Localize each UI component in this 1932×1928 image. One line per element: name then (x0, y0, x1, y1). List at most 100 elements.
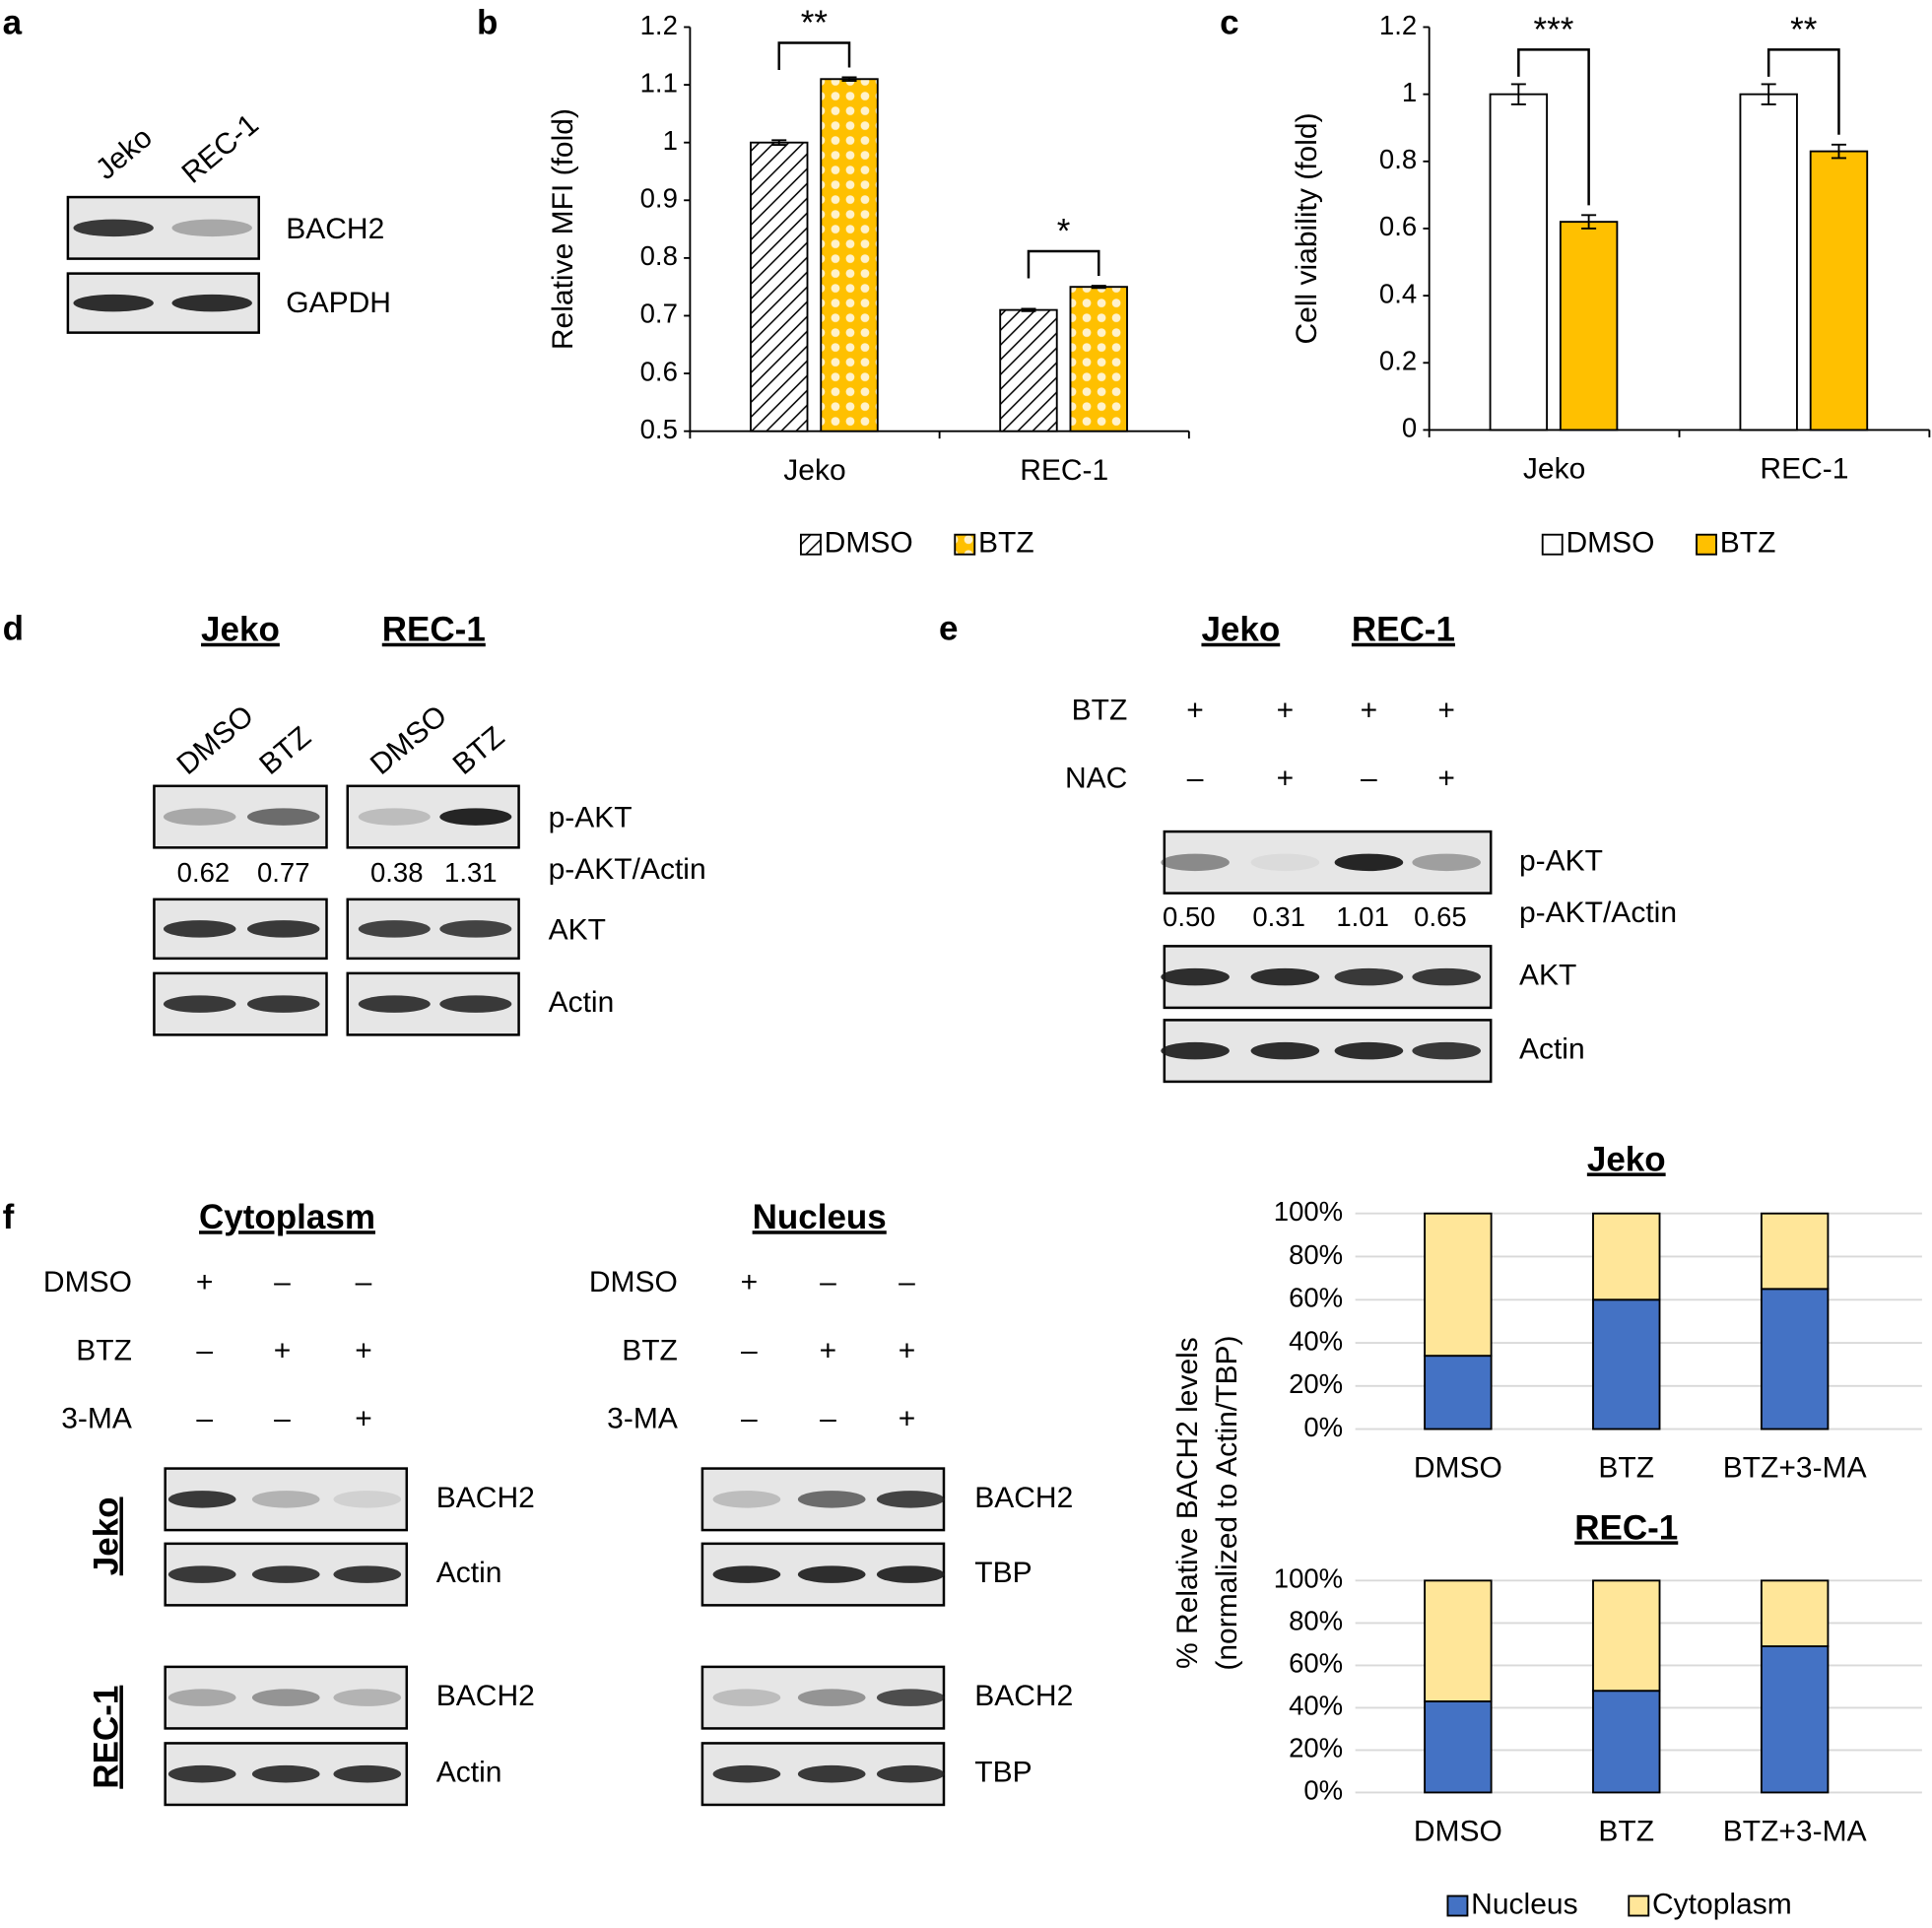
band (246, 995, 320, 1013)
error-bar (1091, 285, 1106, 290)
group-label: Jeko (201, 611, 280, 649)
y-tick-label: 100% (1274, 1563, 1343, 1594)
error-bar (1021, 307, 1036, 312)
treatment-label: 3-MA (61, 1403, 132, 1435)
significance-bracket (777, 41, 851, 70)
panel-label: a (3, 3, 23, 41)
bar-segment (1424, 1212, 1493, 1358)
band-label: BACH2 (436, 1680, 535, 1712)
band (1412, 967, 1481, 986)
band (251, 1689, 320, 1706)
x-tick-label: BTZ+3-MA (1723, 1816, 1867, 1848)
bar-segment (1592, 1298, 1661, 1430)
treatment-mark: + (355, 1334, 372, 1366)
bar-segment (1424, 1579, 1493, 1702)
treatment-mark: – (274, 1266, 291, 1298)
bar (999, 308, 1058, 432)
lane-label: BTZ (447, 720, 511, 781)
band (246, 920, 320, 938)
band (439, 920, 512, 938)
treatment-mark: – (196, 1403, 213, 1435)
group-label: Jeko (1201, 611, 1280, 649)
panel-label: b (477, 3, 498, 41)
treatment-mark: – (741, 1334, 758, 1366)
y-tick-label: 0.4 (1379, 278, 1417, 308)
band (1250, 1041, 1320, 1060)
band-label: BACH2 (436, 1482, 535, 1514)
treatment-mark: + (274, 1334, 292, 1366)
band (1412, 1041, 1481, 1060)
band (1412, 853, 1481, 872)
band (1334, 853, 1404, 872)
y-tick-label: 100% (1274, 1196, 1343, 1227)
y-tick-label: 40% (1289, 1691, 1343, 1721)
band (73, 294, 154, 312)
band-label: TBP (974, 1757, 1032, 1789)
band (797, 1565, 866, 1583)
bar (820, 78, 879, 432)
band (73, 219, 154, 237)
bar-segment (1592, 1579, 1661, 1693)
ratio: 0.50 (1163, 901, 1216, 932)
legend-swatch (799, 533, 822, 556)
band (167, 1565, 236, 1583)
band-label: AKT (1519, 960, 1576, 992)
treatment-mark: – (196, 1334, 213, 1366)
band (1161, 853, 1230, 872)
band-label: Actin (436, 1757, 502, 1789)
bar-segment (1760, 1212, 1830, 1291)
treatment-mark: + (1277, 762, 1295, 794)
chart-title: REC-1 (1574, 1508, 1678, 1547)
significance-bracket (1517, 48, 1590, 206)
legend-label: DMSO (825, 527, 913, 560)
band (876, 1565, 945, 1583)
cell-line-label: REC-1 (87, 1686, 125, 1789)
y-tick-label: 0.6 (1379, 211, 1417, 241)
ratio-label: p-AKT/Actin (1519, 897, 1677, 929)
band (171, 219, 252, 237)
bar (750, 141, 809, 432)
band (712, 1491, 781, 1508)
y-tick-label: 1 (663, 125, 678, 156)
treatment-label: 3-MA (607, 1403, 678, 1435)
band (251, 1764, 320, 1783)
treatment-mark: – (1361, 762, 1377, 794)
treatment-mark: – (820, 1266, 836, 1298)
y-tick-label: 1.2 (640, 10, 678, 40)
panel-label: e (939, 609, 958, 647)
bar (1739, 93, 1798, 432)
y-tick-label: 60% (1289, 1283, 1343, 1313)
fraction-title: Nucleus (753, 1198, 887, 1236)
panel-label: d (3, 609, 24, 647)
treatment-label: DMSO (589, 1266, 678, 1298)
band (358, 995, 431, 1013)
band (712, 1689, 781, 1706)
y-axis-label: (normalized to Actin/TBP) (1211, 1336, 1243, 1671)
y-tick-label: 20% (1289, 1733, 1343, 1763)
band (167, 1764, 236, 1783)
significance-bracket (1766, 48, 1840, 135)
band-label: BACH2 (974, 1482, 1073, 1514)
significance-label: *** (1534, 11, 1574, 49)
y-axis-label: Relative MFI (fold) (547, 108, 579, 350)
bar (1069, 286, 1128, 432)
band (1161, 967, 1230, 986)
y-tick-label: 1.1 (640, 67, 678, 98)
band (797, 1491, 866, 1508)
treatment-mark: – (741, 1403, 758, 1435)
x-tick-label: BTZ (1598, 1452, 1654, 1485)
bar-segment (1760, 1288, 1830, 1430)
y-tick-label: 80% (1289, 1239, 1343, 1270)
band-label: TBP (974, 1557, 1032, 1589)
lane-label: DMSO (365, 699, 453, 781)
treatment-mark: – (1187, 762, 1204, 794)
ratio: 1.31 (444, 857, 498, 888)
y-tick-label: 0% (1303, 1412, 1343, 1442)
x-tick-label: Jeko (783, 454, 845, 487)
error-bar (1761, 83, 1776, 105)
treatment-mark: + (899, 1334, 916, 1366)
significance-label: ** (801, 4, 829, 42)
band-label: p-AKT (549, 801, 633, 833)
y-tick-label: 0.9 (640, 183, 678, 214)
x-tick-label: BTZ+3-MA (1723, 1452, 1867, 1485)
